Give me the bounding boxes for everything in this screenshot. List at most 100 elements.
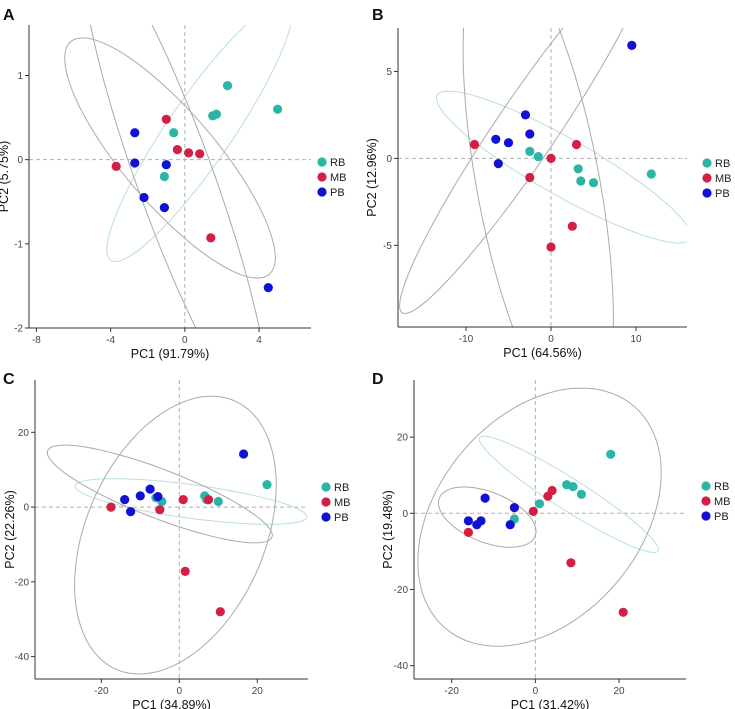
point-mb [215, 607, 225, 617]
legend-label-mb: MB [715, 173, 732, 185]
y-tick-label: 20 [18, 428, 30, 439]
y-tick-label: -5 [383, 241, 392, 252]
legend-label-pb: PB [330, 187, 345, 199]
legend-label-mb: MB [714, 496, 731, 508]
x-tick-label: -8 [32, 335, 41, 346]
legend-marker-pb [701, 511, 711, 521]
panel-label: D [372, 371, 384, 388]
point-rb [576, 176, 586, 186]
x-tick-label: -10 [459, 334, 474, 345]
ellipse-mb [417, 387, 662, 647]
point-mb [155, 505, 165, 515]
point-mb [178, 495, 188, 505]
point-pb [139, 192, 149, 203]
point-pb [525, 129, 535, 139]
legend-marker-mb [321, 497, 331, 507]
x-tick-label: 20 [613, 686, 625, 697]
y-tick-label: 0 [386, 154, 392, 165]
legend: RB MB PB [317, 157, 347, 199]
legend-label-mb: MB [334, 497, 351, 509]
y-tick-label: 5 [386, 67, 392, 78]
y-tick-label: 1 [17, 71, 23, 82]
point-pb [627, 40, 637, 51]
legend-marker-mb [701, 496, 711, 506]
point-pb [130, 128, 140, 138]
x-tick-label: 4 [256, 335, 262, 346]
point-pb [480, 493, 490, 503]
point-mb [528, 506, 538, 516]
point-pb [135, 491, 145, 501]
point-pb [145, 484, 155, 494]
point-pb [520, 110, 531, 120]
y-axis-title: PC2 (19.48%) [381, 490, 395, 569]
point-mb [111, 161, 121, 171]
point-rb [576, 489, 587, 499]
point-rb [534, 499, 545, 509]
panel-C: -20 0 20 -40 -20 0 20 PC1 (34.89%) PC2 (22.26%) C… [3, 371, 351, 709]
x-axis-title: PC1 (31.42%) [511, 698, 590, 709]
x-axis-title: PC1 (34.89%) [132, 698, 211, 709]
legend-label-rb: RB [330, 157, 345, 169]
legend: RB MB PB [702, 158, 732, 200]
y-tick-label: -40 [394, 661, 409, 672]
x-tick-label: -20 [94, 686, 109, 697]
y-tick-label: 0 [23, 503, 29, 514]
legend-marker-rb [321, 482, 331, 492]
point-pb [153, 492, 163, 502]
legend-marker-rb [701, 481, 711, 491]
point-mb [180, 566, 190, 577]
point-mb [463, 527, 473, 538]
y-axis-title: PC2 (12.96%) [365, 138, 379, 217]
legend-label-rb: RB [334, 482, 349, 494]
point-mb [567, 221, 577, 231]
point-mb [546, 242, 556, 252]
point-rb [159, 171, 169, 182]
legend-label-pb: PB [715, 188, 730, 200]
legend-marker-mb [702, 173, 712, 183]
point-rb [646, 169, 656, 179]
point-rb [588, 178, 599, 188]
point-pb [463, 516, 473, 526]
x-tick-label: 0 [177, 686, 183, 697]
legend-marker-rb [317, 157, 327, 167]
point-pb [159, 203, 169, 213]
point-rb [568, 482, 578, 492]
point-pb [476, 516, 486, 526]
ellipse-mb [64, 37, 276, 279]
ellipse-rb [436, 90, 687, 244]
panel-label: C [3, 371, 15, 388]
panel-A: -8 -4 0 4 -2 -1 0 1 PC1 (91.79%) PC2 (5.75%) A RB MB… [0, 7, 347, 361]
point-mb [571, 139, 582, 150]
y-tick-label: 0 [17, 155, 23, 166]
x-tick-label: 0 [182, 335, 188, 346]
legend: RB MB PB [321, 482, 351, 524]
ellipse-pb [46, 444, 273, 544]
legend-label-mb: MB [330, 172, 347, 184]
point-rb [262, 480, 272, 490]
panel-B: -10 0 10 -5 0 5 PC1 (64.56%) PC2 (12.96%) B RB MB P… [365, 7, 732, 360]
point-mb [525, 172, 535, 183]
x-tick-label: 0 [548, 334, 554, 345]
point-rb [533, 152, 543, 162]
x-tick-label: 20 [252, 686, 264, 697]
point-mb [184, 148, 194, 158]
point-mb [203, 495, 214, 505]
x-tick-label: -20 [444, 686, 459, 697]
point-pb [509, 503, 519, 513]
point-mb [566, 558, 576, 568]
point-pb [161, 160, 171, 170]
y-tick-label: -1 [14, 239, 23, 250]
point-mb [547, 485, 557, 496]
legend-label-pb: PB [714, 511, 729, 523]
point-mb [172, 145, 182, 155]
y-axis-title: PC2 (5.75%) [0, 141, 11, 213]
y-tick-label: -2 [14, 324, 23, 335]
legend-marker-rb [702, 158, 712, 168]
y-tick-label: -40 [15, 652, 30, 663]
point-pb [126, 507, 136, 517]
point-pb [491, 134, 501, 144]
legend-marker-pb [317, 187, 327, 197]
ellipse-mb [74, 395, 277, 675]
panel-D: -20 0 20 -40 -20 0 20 PC1 (31.42%) PC2 (19.48%) D… [372, 371, 731, 709]
